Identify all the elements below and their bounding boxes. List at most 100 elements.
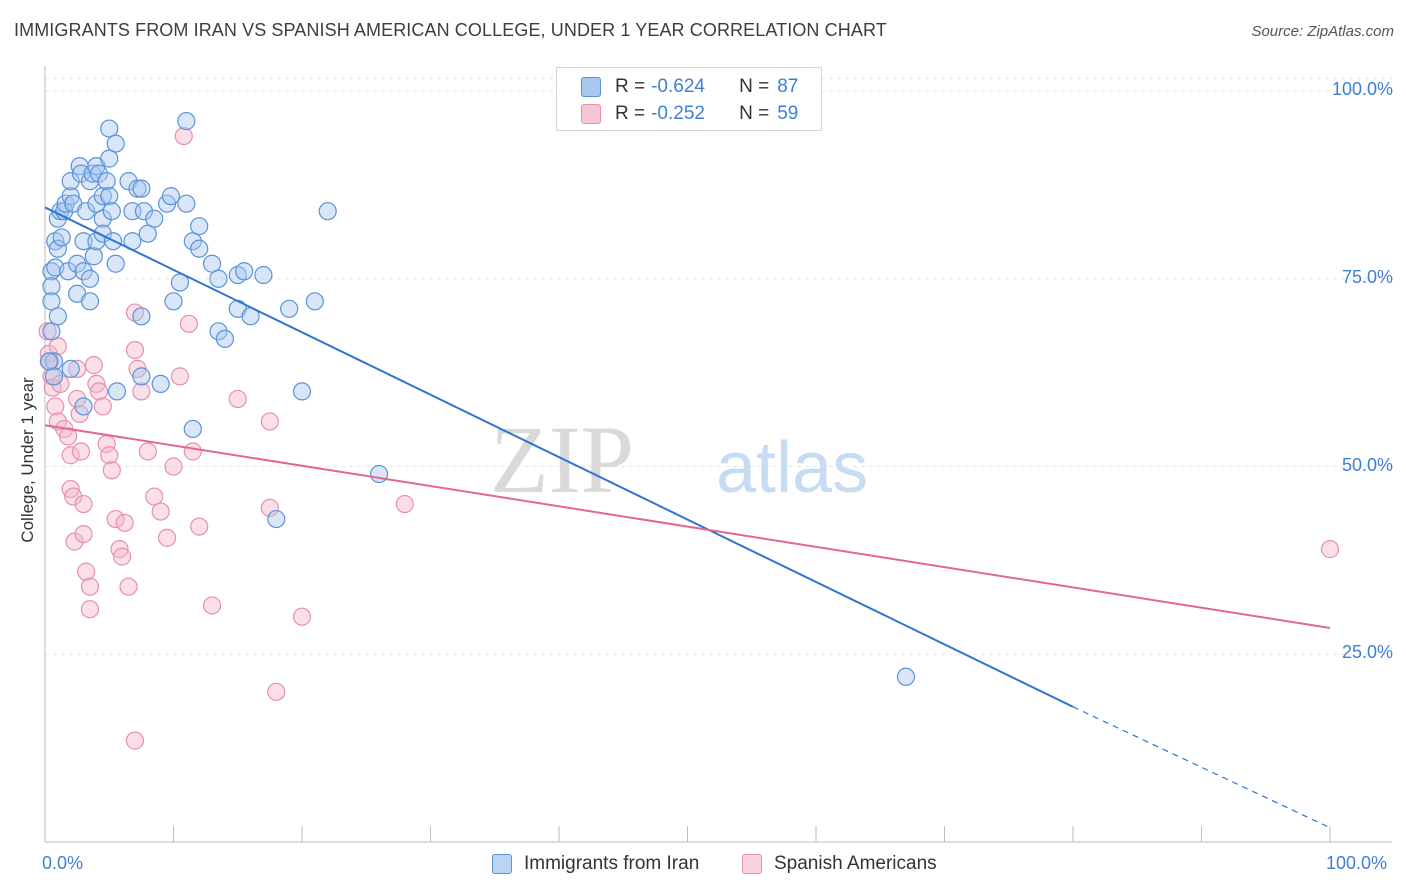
data-point bbox=[61, 359, 80, 378]
legend-r-label: R = bbox=[615, 103, 646, 124]
data-point bbox=[190, 239, 209, 258]
data-point bbox=[100, 446, 119, 465]
data-point bbox=[51, 374, 70, 394]
data-point bbox=[128, 179, 147, 198]
data-point bbox=[64, 487, 83, 506]
bottom-legend-swatch-blue bbox=[492, 854, 512, 874]
data-point bbox=[74, 494, 93, 514]
data-point bbox=[145, 487, 164, 506]
legend-n-value: 59 bbox=[777, 103, 799, 124]
data-point bbox=[80, 292, 100, 311]
chart-title: IMMIGRANTS FROM IRAN VS SPANISH AMERICAN… bbox=[14, 20, 887, 40]
data-point bbox=[93, 397, 112, 416]
data-point bbox=[61, 172, 80, 191]
data-point bbox=[151, 374, 170, 394]
data-point bbox=[896, 667, 916, 686]
bottom-legend-iran: Immigrants from Iran bbox=[492, 852, 699, 876]
data-point bbox=[80, 600, 100, 619]
data-point bbox=[260, 412, 279, 431]
bottom-legend-label-spanish: Spanish Americans bbox=[774, 853, 937, 874]
data-point bbox=[46, 397, 65, 416]
x-tick-label-0: 0.0% bbox=[42, 853, 84, 873]
bottom-legend-swatch-pink bbox=[742, 854, 762, 874]
data-point bbox=[267, 509, 286, 529]
data-point bbox=[183, 232, 202, 251]
data-point bbox=[42, 292, 61, 311]
legend-swatch-blue bbox=[581, 77, 601, 97]
data-point bbox=[106, 134, 125, 153]
trend-line-extension bbox=[1072, 706, 1331, 829]
data-point bbox=[267, 682, 286, 701]
data-point bbox=[52, 228, 71, 247]
data-point bbox=[42, 322, 61, 341]
data-point bbox=[138, 224, 157, 243]
data-point bbox=[89, 382, 109, 401]
data-point bbox=[161, 187, 181, 206]
legend-r-value: -0.624 bbox=[651, 76, 705, 97]
data-point bbox=[44, 367, 64, 386]
data-point bbox=[132, 367, 151, 386]
x-tick-label-100: 100.0% bbox=[1326, 853, 1388, 873]
data-point bbox=[177, 111, 196, 131]
data-point bbox=[106, 509, 125, 529]
data-point bbox=[157, 528, 177, 547]
data-point bbox=[74, 232, 93, 251]
data-point bbox=[77, 562, 96, 581]
data-point bbox=[100, 119, 119, 138]
data-point bbox=[68, 254, 87, 273]
y-tick-label: 25.0% bbox=[1341, 642, 1393, 663]
source-label: Source: ZipAtlas.com bbox=[1251, 23, 1394, 40]
series-spanish-americans bbox=[38, 126, 1340, 750]
bottom-legend-label-iran: Immigrants from Iran bbox=[524, 853, 700, 874]
data-point bbox=[39, 352, 58, 371]
data-point bbox=[183, 419, 202, 439]
data-point bbox=[209, 269, 228, 288]
data-point bbox=[125, 731, 145, 750]
data-point bbox=[132, 179, 151, 198]
data-point bbox=[164, 292, 183, 311]
legend-r-label: R = bbox=[615, 76, 646, 97]
data-point bbox=[179, 314, 199, 333]
legend-n-label: N = bbox=[739, 103, 770, 124]
y-tick-label: 100.0% bbox=[1331, 79, 1393, 100]
trend-line bbox=[44, 206, 1074, 708]
data-point bbox=[48, 337, 67, 356]
data-point bbox=[93, 187, 112, 206]
data-point bbox=[132, 307, 151, 326]
watermark: ZIP atlas bbox=[490, 406, 868, 513]
data-point bbox=[80, 577, 100, 596]
data-point bbox=[177, 194, 196, 213]
legend-row-iran: R = -0.624 N = 87 bbox=[581, 75, 798, 99]
data-point bbox=[74, 397, 93, 416]
data-point bbox=[170, 367, 190, 386]
data-point bbox=[97, 172, 116, 191]
data-point bbox=[84, 356, 103, 375]
legend-n-value: 87 bbox=[777, 76, 799, 97]
data-point bbox=[174, 126, 193, 146]
data-point bbox=[134, 202, 154, 221]
grid-lines bbox=[45, 77, 1392, 655]
data-point bbox=[100, 187, 119, 206]
data-point bbox=[112, 547, 132, 566]
data-point bbox=[202, 596, 222, 615]
data-point bbox=[100, 149, 119, 168]
watermark-atlas: atlas bbox=[716, 428, 868, 508]
legend-r-value: -0.252 bbox=[651, 103, 705, 124]
data-point bbox=[183, 442, 202, 461]
data-point bbox=[305, 292, 324, 311]
data-point bbox=[80, 269, 100, 288]
data-point bbox=[106, 254, 125, 273]
data-point bbox=[74, 262, 93, 281]
data-point bbox=[209, 322, 228, 341]
data-point bbox=[132, 382, 151, 401]
data-point bbox=[102, 202, 121, 221]
trend-lines bbox=[44, 206, 1331, 829]
data-point bbox=[190, 217, 209, 236]
legend-box: R = -0.624 N = 87 R = -0.252 N = 59 bbox=[556, 67, 822, 131]
data-point bbox=[48, 307, 67, 326]
y-tick-label: 75.0% bbox=[1341, 266, 1393, 287]
series-immigrants-from-iran bbox=[39, 111, 916, 686]
data-point bbox=[115, 513, 134, 532]
data-point bbox=[84, 247, 103, 266]
